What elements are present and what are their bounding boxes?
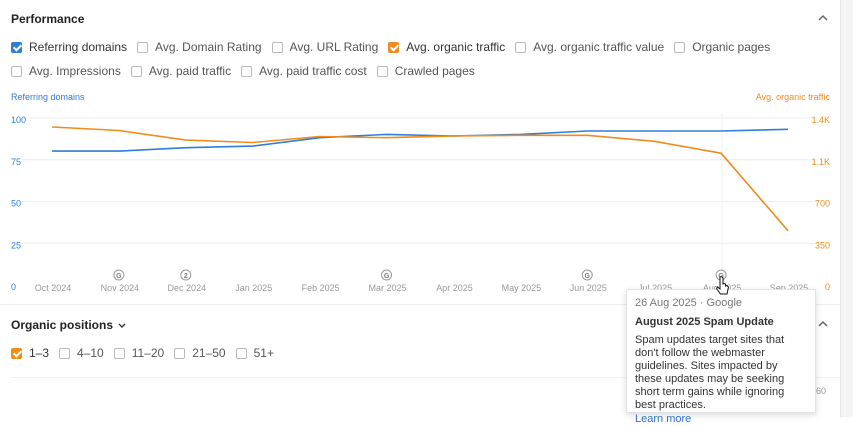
checkbox-unchecked-icon[interactable] bbox=[235, 347, 247, 359]
checkbox-avg-url-rating[interactable]: Avg. URL Rating bbox=[271, 40, 379, 54]
checkbox-crawled-pages[interactable]: Crawled pages bbox=[376, 64, 475, 78]
chevron-up-icon[interactable] bbox=[817, 318, 829, 330]
x-axis-tick-label: Oct 2024 bbox=[35, 283, 72, 293]
checkbox-checked-icon[interactable] bbox=[388, 41, 400, 53]
svg-text:G: G bbox=[116, 273, 122, 280]
checkbox-checked-icon[interactable] bbox=[11, 41, 22, 53]
positions-filter-row: 1–3 4–10 11–20 21–50 51+ bbox=[11, 346, 284, 360]
x-axis-tick-label: Apr 2025 bbox=[436, 283, 473, 293]
tooltip-learn-more-link[interactable]: Learn more bbox=[635, 413, 692, 425]
checkbox-label: Avg. Impressions bbox=[29, 64, 121, 78]
checkbox-label: Organic pages bbox=[692, 40, 771, 54]
filter-label: 4–10 bbox=[77, 346, 104, 360]
algorithm-update-tooltip: 26 Aug 2025 · Google August 2025 Spam Up… bbox=[626, 289, 816, 425]
tooltip-date-source: 26 Aug 2025 · Google bbox=[635, 297, 743, 309]
chevron-down-icon bbox=[118, 323, 126, 328]
metrics-checkbox-row-1: Referring domains Avg. Domain Rating Avg… bbox=[11, 40, 780, 54]
svg-text:G: G bbox=[585, 273, 591, 280]
svg-text:G: G bbox=[384, 273, 390, 280]
checkbox-referring-domains[interactable]: Referring domains bbox=[11, 40, 127, 54]
checkbox-avg-domain-rating[interactable]: Avg. Domain Rating bbox=[137, 40, 262, 54]
filter-51-plus[interactable]: 51+ bbox=[235, 346, 274, 360]
tooltip-title: August 2025 Spam Update bbox=[635, 316, 774, 328]
checkbox-label: Crawled pages bbox=[394, 64, 475, 78]
right-axis-title: Avg. organic traffic bbox=[755, 92, 830, 102]
x-axis-tick-label: May 2025 bbox=[502, 283, 542, 293]
checkbox-checked-icon[interactable] bbox=[11, 347, 22, 359]
tooltip-body: Spam updates target sites that don't fol… bbox=[635, 334, 785, 411]
checkbox-label: Referring domains bbox=[29, 40, 128, 54]
pointer-cursor-icon bbox=[716, 276, 730, 295]
checkbox-unchecked-icon[interactable] bbox=[376, 65, 388, 77]
organic-positions-title: Organic positions bbox=[11, 318, 114, 332]
checkbox-organic-pages[interactable]: Organic pages bbox=[674, 40, 770, 54]
checkbox-avg-paid-traffic[interactable]: Avg. paid traffic bbox=[130, 64, 232, 78]
checkbox-unchecked-icon[interactable] bbox=[515, 41, 527, 53]
positions-axis-tick: 60 bbox=[816, 386, 827, 396]
right-axis-tick-label: 700 bbox=[815, 199, 830, 209]
left-axis-tick-label: 50 bbox=[11, 199, 21, 209]
filter-4-10[interactable]: 4–10 bbox=[59, 346, 104, 360]
filter-label: 1–3 bbox=[29, 346, 50, 360]
section-divider bbox=[0, 304, 840, 305]
google-update-marker-icon[interactable]: 2 bbox=[180, 269, 192, 281]
checkbox-label: Avg. organic traffic value bbox=[533, 40, 665, 54]
right-axis-tick-label: 0 bbox=[825, 282, 830, 292]
checkbox-unchecked-icon[interactable] bbox=[11, 65, 22, 77]
metrics-checkbox-row-2: Avg. Impressions Avg. paid traffic Avg. … bbox=[11, 64, 485, 78]
checkbox-avg-organic-traffic[interactable]: Avg. organic traffic bbox=[388, 40, 505, 54]
right-axis-tick-label: 1.4K bbox=[811, 115, 830, 125]
checkbox-unchecked-icon[interactable] bbox=[271, 41, 283, 53]
checkbox-unchecked-icon[interactable] bbox=[674, 41, 686, 53]
checkbox-label: Avg. Domain Rating bbox=[155, 40, 262, 54]
checkbox-avg-paid-traffic-cost[interactable]: Avg. paid traffic cost bbox=[241, 64, 367, 78]
filter-21-50[interactable]: 21–50 bbox=[174, 346, 226, 360]
checkbox-label: Avg. paid traffic cost bbox=[259, 64, 367, 78]
google-update-marker-icon[interactable]: G bbox=[581, 269, 593, 281]
checkbox-avg-organic-traffic-value[interactable]: Avg. organic traffic value bbox=[515, 40, 664, 54]
performance-card: Performance Referring domains Avg. Domai… bbox=[0, 0, 853, 417]
x-axis-tick-label: Mar 2025 bbox=[369, 283, 407, 293]
left-axis-tick-label: 25 bbox=[11, 240, 21, 250]
positions-chart-gridline bbox=[11, 377, 840, 378]
google-update-marker-icon[interactable]: G bbox=[113, 269, 125, 281]
checkbox-label: Avg. paid traffic bbox=[148, 64, 232, 78]
x-axis-tick-label: Jan 2025 bbox=[235, 283, 272, 293]
scrollbar[interactable] bbox=[840, 0, 853, 417]
series-line-avg-organic-traffic[interactable] bbox=[51, 126, 789, 232]
filter-label: 51+ bbox=[253, 346, 274, 360]
checkbox-label: Avg. URL Rating bbox=[289, 40, 379, 54]
left-axis-title: Referring domains bbox=[11, 92, 85, 102]
checkbox-unchecked-icon[interactable] bbox=[130, 65, 142, 77]
google-update-marker-icon[interactable]: G bbox=[381, 269, 393, 281]
filter-label: 21–50 bbox=[192, 346, 226, 360]
checkbox-unchecked-icon[interactable] bbox=[241, 65, 253, 77]
filter-1-3[interactable]: 1–3 bbox=[11, 346, 49, 360]
filter-11-20[interactable]: 11–20 bbox=[113, 346, 165, 360]
checkbox-unchecked-icon[interactable] bbox=[113, 347, 125, 359]
x-axis-tick-label: Nov 2024 bbox=[101, 283, 140, 293]
organic-positions-dropdown[interactable]: Organic positions bbox=[11, 318, 126, 332]
right-axis-tick-label: 350 bbox=[815, 240, 830, 250]
x-axis-tick-label: Jun 2025 bbox=[570, 283, 607, 293]
left-axis-tick-label: 100 bbox=[11, 115, 26, 125]
x-axis-tick-label: Feb 2025 bbox=[302, 283, 340, 293]
chevron-up-icon[interactable] bbox=[817, 12, 829, 24]
checkbox-unchecked-icon[interactable] bbox=[59, 347, 71, 359]
x-axis-tick-label: Dec 2024 bbox=[168, 283, 207, 293]
checkbox-label: Avg. organic traffic bbox=[406, 40, 506, 54]
checkbox-unchecked-icon[interactable] bbox=[174, 347, 186, 359]
checkbox-unchecked-icon[interactable] bbox=[137, 41, 149, 53]
filter-label: 11–20 bbox=[131, 346, 165, 360]
checkbox-avg-impressions[interactable]: Avg. Impressions bbox=[11, 64, 121, 78]
left-axis-tick-label: 0 bbox=[11, 282, 16, 292]
section-title: Performance bbox=[11, 12, 85, 26]
series-line-referring-domains[interactable] bbox=[52, 128, 789, 152]
svg-text:2: 2 bbox=[184, 273, 188, 280]
right-axis-tick-label: 1.1K bbox=[811, 157, 830, 167]
left-axis-tick-label: 75 bbox=[11, 157, 21, 167]
